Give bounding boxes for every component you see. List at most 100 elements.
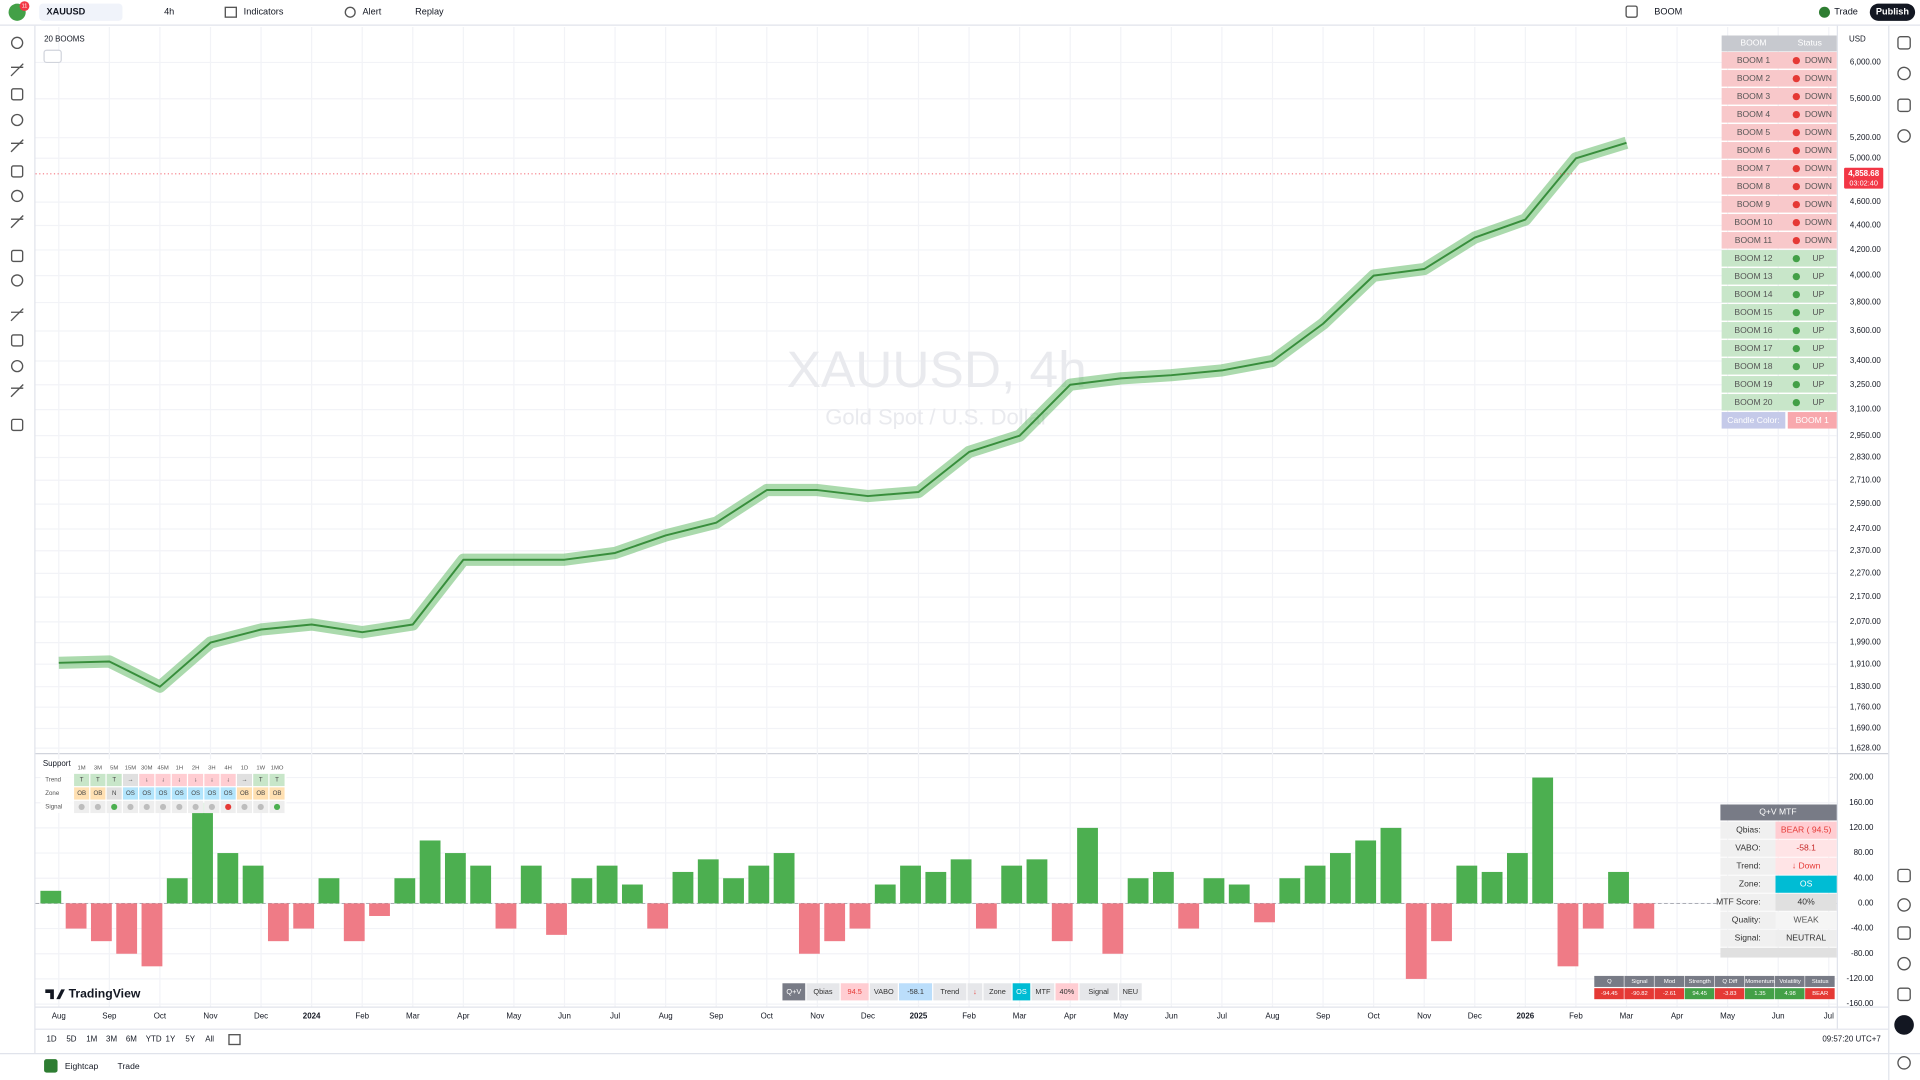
tool-icon [10, 308, 24, 322]
publish-bg[interactable] [1869, 3, 1916, 21]
mini-header: Volatility [1779, 979, 1801, 985]
tool-button[interactable] [10, 36, 24, 50]
replay-button[interactable]: Replay [415, 7, 444, 17]
osc-bar [116, 903, 138, 954]
layout-button[interactable]: BOOM [1654, 7, 1682, 17]
support-column: 2H [192, 765, 200, 771]
indicators-button[interactable]: Indicators [244, 7, 284, 17]
time-axis-label: Feb [1569, 1011, 1583, 1020]
price-axis-label: 3,250.00 [1850, 380, 1881, 389]
watermark-title: XAUUSD, 4h [787, 340, 1087, 398]
footer-trade[interactable]: Trade [118, 1061, 140, 1071]
tool-icon [10, 189, 24, 203]
range-button[interactable]: 1M [86, 1035, 97, 1044]
range-button[interactable]: YTD [146, 1035, 162, 1044]
osc-bar [1203, 878, 1225, 904]
boom-name: BOOM 8 [1737, 181, 1771, 191]
symbol-name[interactable]: XAUUSD [47, 7, 86, 17]
sidebar-button[interactable] [1897, 868, 1911, 883]
time-axis-label: Feb [962, 1011, 976, 1020]
interval-button[interactable]: 4h [164, 7, 174, 17]
support-cell [204, 773, 220, 787]
osc-axis-label: 160.00 [1849, 798, 1874, 807]
support-cell-text: OS [126, 790, 135, 797]
range-button[interactable]: 6M [126, 1035, 137, 1044]
status-cell-bg [840, 983, 869, 1001]
time-axis-label: Apr [1064, 1011, 1077, 1020]
tool-button[interactable] [10, 113, 24, 127]
range-button[interactable]: 3M [106, 1035, 117, 1044]
tool-button[interactable] [10, 418, 24, 432]
tool-button[interactable] [10, 249, 24, 263]
range-button[interactable]: 1Y [166, 1035, 176, 1044]
tool-button[interactable] [10, 384, 24, 398]
time-axis-label: May [1113, 1011, 1128, 1020]
support-cell-text: → [241, 777, 247, 784]
range-button[interactable]: 5Y [185, 1035, 195, 1044]
sidebar-button[interactable] [1897, 987, 1911, 1002]
boom-row-bg [1721, 196, 1837, 213]
tool-icon [10, 36, 24, 50]
boom-name: BOOM 12 [1734, 253, 1772, 263]
range-button[interactable]: 1D [47, 1035, 57, 1044]
support-cell [188, 773, 204, 787]
price-axis-label: 2,270.00 [1850, 569, 1881, 578]
status-cell-bg [869, 983, 898, 1001]
tool-button[interactable] [10, 63, 24, 77]
tool-button[interactable] [10, 88, 24, 101]
range-button[interactable]: 5D [66, 1035, 76, 1044]
sidebar-button[interactable] [1897, 926, 1911, 940]
tool-button[interactable] [10, 308, 24, 322]
support-cell-text: OB [256, 790, 265, 797]
sidebar-button[interactable] [1897, 66, 1911, 81]
status-cell-bg [967, 983, 983, 1001]
price-axis-label: 1,628.00 [1850, 743, 1881, 752]
trade-button[interactable]: Trade [1834, 7, 1858, 17]
tool-icon [10, 418, 24, 432]
boom-status: UP [1812, 343, 1824, 353]
sidebar-button[interactable] [1897, 898, 1911, 912]
apps-button[interactable] [1894, 1015, 1914, 1035]
osc-bar [293, 903, 315, 929]
tool-icon [10, 215, 24, 229]
support-title: Support [43, 759, 72, 768]
sidebar-button[interactable] [1897, 98, 1911, 113]
tool-button[interactable] [10, 189, 24, 203]
tool-button[interactable] [10, 334, 24, 347]
support-cell [188, 787, 204, 800]
sidebar-button[interactable] [1897, 1056, 1911, 1070]
price-axis-label: 5,200.00 [1850, 133, 1881, 142]
osc-bar [1001, 865, 1023, 904]
tool-button[interactable] [10, 359, 24, 373]
boom-status: DOWN [1805, 235, 1832, 245]
mini-cell: BEAR [1812, 991, 1828, 997]
mini-cell: -94.45 [1601, 991, 1618, 997]
osc-bar [1557, 903, 1579, 967]
tool-button[interactable] [10, 274, 24, 287]
alert-button[interactable]: Alert [362, 7, 381, 17]
date-range-icon[interactable] [228, 1034, 241, 1046]
support-cell [220, 787, 236, 800]
mtf-value-bg [1775, 875, 1837, 893]
price-axis-label: 1,690.00 [1850, 724, 1881, 733]
tool-button[interactable] [10, 139, 24, 153]
broker-name[interactable]: Eightcap [65, 1061, 99, 1071]
watermark-subtitle: Gold Spot / U.S. Dollar [825, 405, 1048, 430]
collapse-button[interactable] [43, 49, 62, 64]
osc-bar [166, 878, 188, 904]
tool-button[interactable] [10, 165, 24, 178]
currency-label[interactable]: USD [1849, 34, 1866, 43]
price-axis-label: 6,000.00 [1850, 58, 1881, 67]
sidebar-button[interactable] [1897, 36, 1911, 50]
publish-button[interactable]: Publish [1876, 7, 1910, 17]
osc-bar [141, 903, 163, 967]
price-axis-label: 3,600.00 [1850, 326, 1881, 335]
sidebar-button[interactable] [1897, 129, 1911, 143]
range-button[interactable]: All [205, 1035, 214, 1044]
sidebar-button[interactable] [1897, 956, 1911, 971]
symbol-search[interactable] [39, 3, 123, 21]
support-column: 3M [94, 765, 102, 771]
status-cell-bg [782, 983, 806, 1001]
tool-button[interactable] [10, 215, 24, 229]
support-signal-dot [111, 803, 118, 810]
